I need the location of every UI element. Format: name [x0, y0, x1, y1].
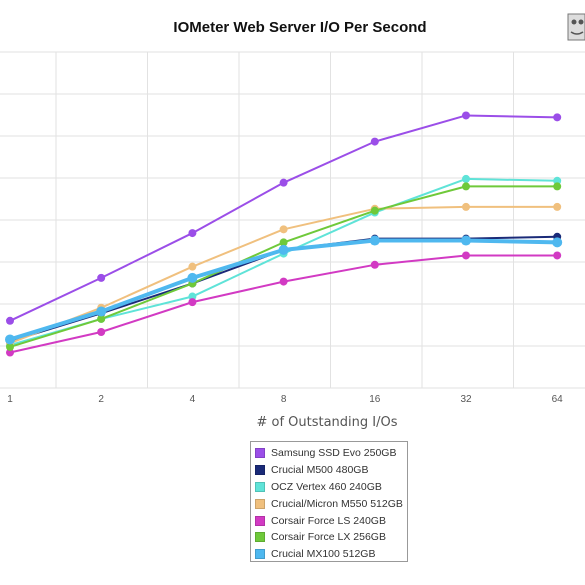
- x-tick-label: 2: [98, 394, 104, 405]
- legend-item: Corsair Force LS 240GB: [255, 512, 407, 529]
- legend-swatch: [255, 515, 265, 526]
- legend-label: Crucial MX100 512GB: [271, 548, 376, 561]
- series-line: [9, 114, 558, 322]
- data-point: [6, 316, 14, 325]
- data-point: [370, 137, 379, 146]
- data-point: [188, 292, 197, 301]
- legend-label: Crucial/Micron M550 512GB: [271, 497, 403, 510]
- data-point: [553, 251, 562, 260]
- data-point: [553, 202, 562, 211]
- series-layer: [5, 111, 563, 357]
- legend-item: Samsung SSD Evo 250GB: [255, 445, 407, 462]
- legend-swatch: [255, 481, 265, 492]
- data-point: [462, 202, 470, 211]
- legend-swatch: [255, 498, 265, 509]
- data-point: [188, 298, 197, 307]
- x-tick-label: 1: [7, 394, 13, 405]
- legend-item: Crucial M500 480GB: [255, 462, 407, 479]
- data-point: [97, 314, 106, 323]
- data-point: [97, 328, 106, 336]
- data-point: [552, 237, 563, 248]
- data-point: [6, 348, 14, 357]
- data-point: [5, 334, 15, 345]
- data-point: [279, 178, 288, 187]
- x-tick-label: 8: [281, 394, 287, 405]
- legend-label: Corsair Force LS 240GB: [271, 514, 386, 527]
- x-tick-labels: 1 2 4 8 16 32 64: [7, 394, 563, 405]
- series-line: [9, 185, 558, 348]
- legend-item: OCZ Vertex 460 240GB: [255, 479, 407, 496]
- x-tick-label: 64: [552, 394, 564, 405]
- data-point: [462, 111, 470, 120]
- data-point: [462, 174, 470, 183]
- chart-title: IOMeter Web Server I/O Per Second: [173, 19, 426, 36]
- series-6: [5, 235, 563, 345]
- data-point: [553, 113, 562, 122]
- x-tick-label: 4: [190, 394, 196, 405]
- legend-label: OCZ Vertex 460 240GB: [271, 480, 382, 493]
- data-point: [97, 273, 106, 282]
- legend-label: Crucial M500 480GB: [271, 464, 369, 477]
- data-point: [462, 182, 470, 191]
- data-point: [369, 235, 380, 246]
- legend: Samsung SSD Evo 250GB Crucial M500 480GB O…: [250, 441, 408, 562]
- data-point: [370, 206, 379, 215]
- data-point: [461, 235, 471, 246]
- data-point: [553, 182, 562, 191]
- grid: [0, 51, 585, 389]
- x-axis-label: # of Outstanding I/Os: [256, 415, 397, 430]
- legend-item: Crucial MX100 512GB: [255, 546, 407, 563]
- legend-swatch: [255, 465, 265, 476]
- data-point: [188, 262, 197, 271]
- series-3: [6, 202, 562, 348]
- data-point: [6, 342, 14, 351]
- legend-item: Corsair Force LX 256GB: [255, 529, 407, 546]
- series-4: [6, 251, 562, 357]
- x-tick-label: 16: [369, 394, 381, 405]
- legend-label: Samsung SSD Evo 250GB: [271, 447, 397, 460]
- legend-swatch: [255, 532, 265, 543]
- data-point: [96, 306, 107, 317]
- data-point: [553, 176, 562, 185]
- series-0: [6, 111, 562, 325]
- legend-swatch: [255, 448, 265, 459]
- legend-label: Corsair Force LX 256GB: [271, 531, 386, 544]
- data-point: [370, 260, 379, 269]
- data-point: [188, 229, 197, 238]
- data-point: [279, 225, 288, 234]
- legend-item: Crucial/Micron M550 512GB: [255, 495, 407, 512]
- data-point: [279, 238, 288, 247]
- legend-swatch: [255, 549, 265, 560]
- x-tick-label: 32: [460, 394, 472, 405]
- logo-icon: [566, 6, 585, 44]
- data-point: [187, 272, 198, 283]
- data-point: [279, 277, 288, 286]
- series-5: [6, 182, 562, 351]
- data-point: [278, 244, 289, 255]
- data-point: [462, 251, 470, 260]
